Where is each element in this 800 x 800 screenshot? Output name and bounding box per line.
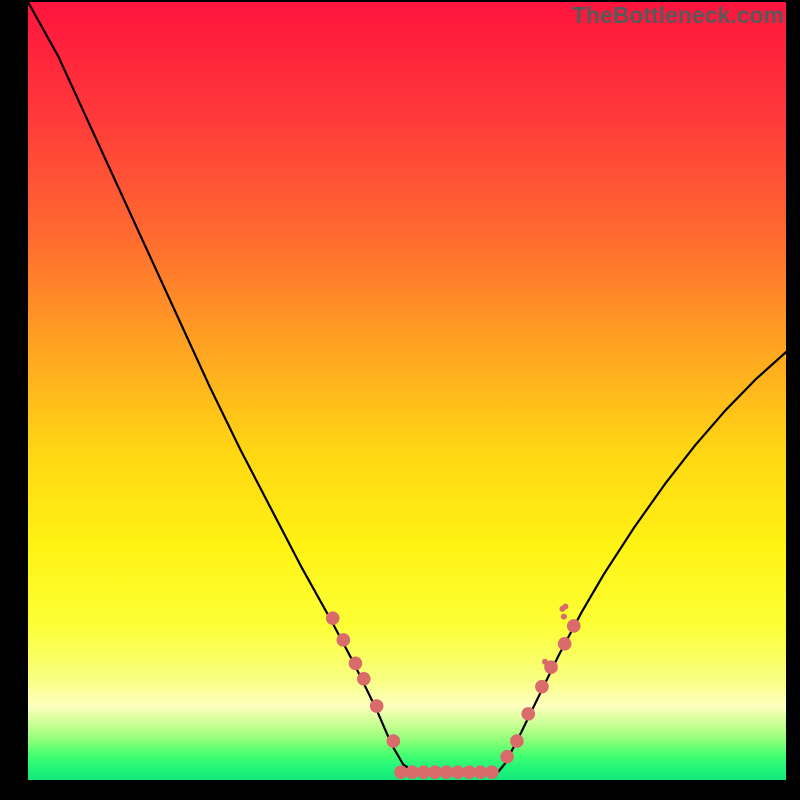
data-marker [357,672,371,686]
data-marker [500,750,514,764]
data-marker [521,707,535,721]
data-marker [542,659,548,665]
plot-svg [28,2,786,780]
data-marker [387,734,401,748]
plot-area [28,2,786,780]
data-marker [337,633,351,647]
data-marker [326,611,340,625]
watermark-text: TheBottleneck.com [572,2,784,29]
data-marker [567,619,581,633]
data-marker [562,604,568,610]
data-marker [510,734,524,748]
data-marker [535,680,549,694]
data-marker [485,765,499,779]
gradient-background [28,2,786,780]
data-marker [349,657,363,671]
data-marker [558,637,572,651]
data-marker [370,699,384,713]
data-marker [545,664,551,670]
data-marker [561,614,567,620]
